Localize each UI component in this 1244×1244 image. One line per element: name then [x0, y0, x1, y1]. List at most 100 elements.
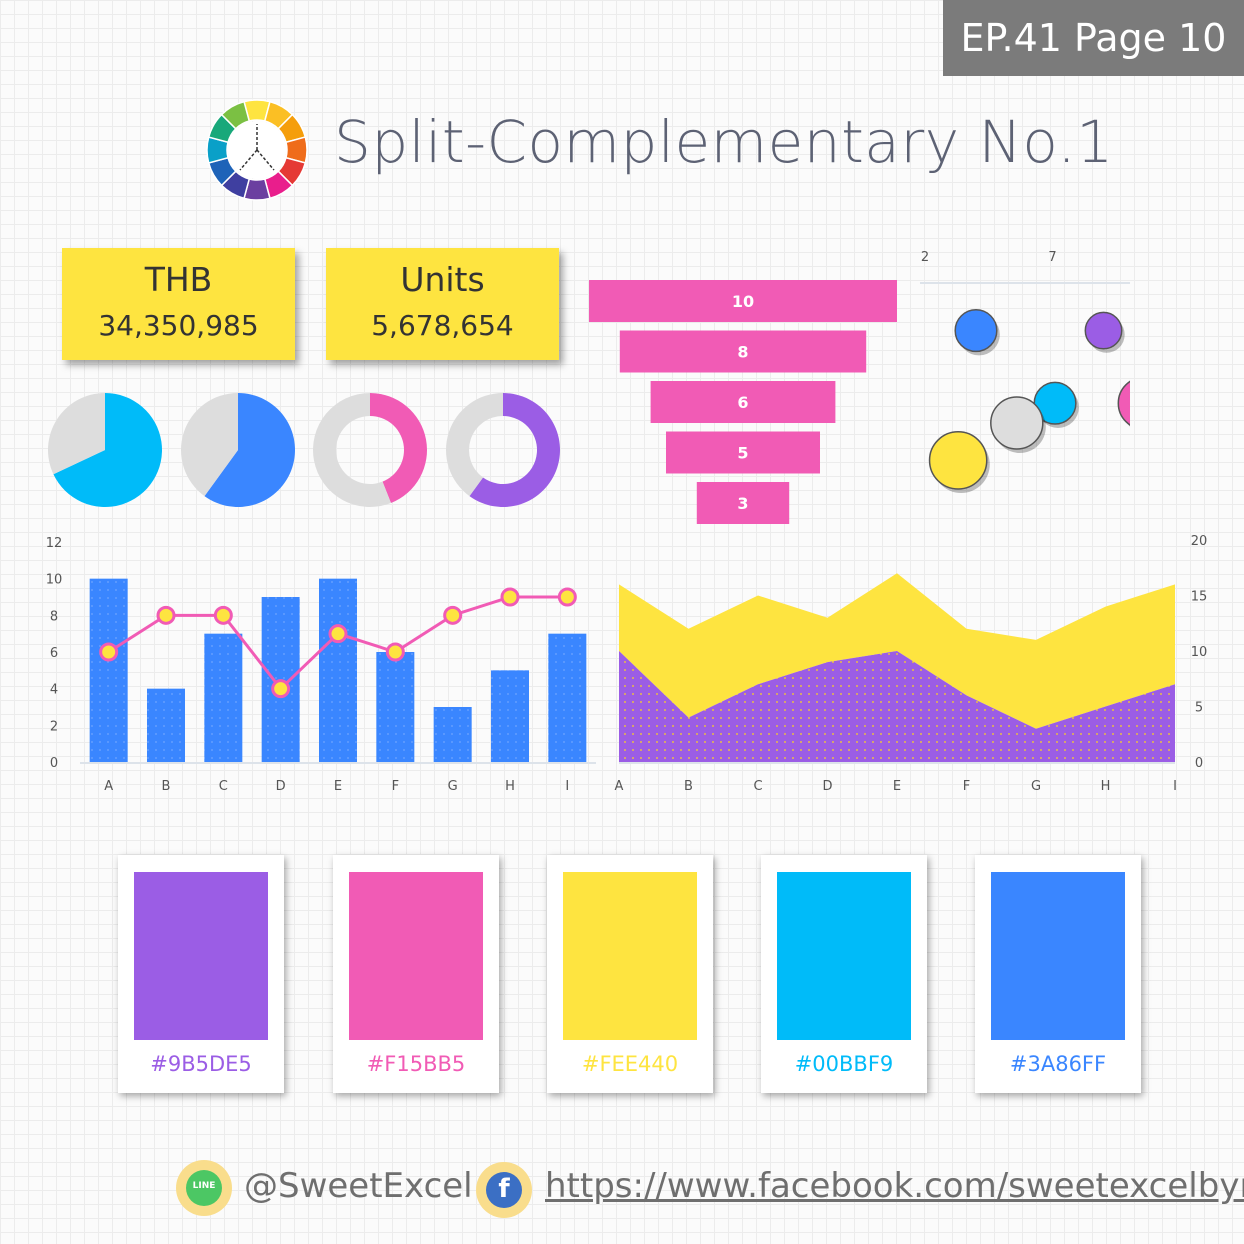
- wheel-segment: [220, 100, 251, 130]
- x-tick-label: H: [505, 779, 515, 794]
- y-tick-label: 0: [1195, 756, 1203, 771]
- donut-chart-pink: [313, 393, 427, 507]
- bar: [147, 688, 185, 762]
- line-marker: [443, 605, 463, 625]
- x-tick-label: B: [162, 779, 171, 794]
- x-tick-label: G: [448, 779, 458, 794]
- color-chip: [134, 872, 268, 1040]
- kpi-value: 34,350,985: [98, 309, 259, 342]
- x-tick-label: D: [276, 779, 286, 794]
- facebook-link[interactable]: https://www.facebook.com/sweetexcelbymd/: [545, 1166, 1244, 1206]
- hex-label: #00BBF9: [794, 1052, 894, 1076]
- wheel-arrow: [239, 149, 258, 171]
- kpi-label: THB: [144, 260, 213, 299]
- swatch-card-pink: #F15BB5: [333, 855, 499, 1093]
- y-tick-label: 12: [46, 536, 63, 551]
- y-tick-label: 10: [1191, 645, 1208, 660]
- x-tick-label: A: [104, 779, 113, 794]
- pie-slice: [47, 393, 105, 475]
- x-tick-label: F: [963, 779, 970, 794]
- funnel-chart: 10 8 6 5 3: [589, 280, 897, 524]
- color-chip: [349, 872, 483, 1040]
- line-handle[interactable]: @SweetExcel: [244, 1166, 473, 1206]
- hex-label: #F15BB5: [366, 1052, 466, 1076]
- bar: [89, 578, 128, 762]
- funnel-bar: [589, 280, 897, 322]
- pie-slice: [469, 393, 560, 507]
- pie-slice: [181, 393, 238, 497]
- line-marker: [271, 679, 291, 699]
- funnel-bar: [650, 381, 836, 423]
- swatch-card-cyan: #00BBF9: [761, 855, 927, 1093]
- bubble-point: [1084, 311, 1123, 350]
- y-tick-label: 2: [50, 719, 58, 734]
- pie-chart-cyan: [47, 393, 162, 507]
- y-tick-label: 0: [50, 756, 58, 771]
- funnel-label: 6: [737, 393, 748, 412]
- bubble-point: [1117, 380, 1130, 426]
- y-tick-label: 10: [46, 573, 63, 588]
- y-tick-label: 20: [1191, 534, 1208, 549]
- x-tick-label: G: [1031, 779, 1041, 794]
- swatch-card-yellow: #FEE440: [547, 855, 713, 1093]
- episode-badge: EP.41 Page 10: [943, 0, 1244, 76]
- facebook-logo-glyph: f: [498, 1174, 510, 1204]
- x-tick-label: D: [822, 779, 832, 794]
- kpi-value: 5,678,654: [371, 309, 514, 342]
- donut-chart-purple: [446, 393, 560, 507]
- funnel-label: 10: [732, 292, 754, 311]
- stacked-area-chart: A B C D E F G H I 0 5 10 15 20: [615, 534, 1208, 794]
- color-chip: [991, 872, 1125, 1040]
- y-tick-label: 8: [50, 609, 58, 624]
- x-tick-label: I: [565, 779, 569, 794]
- y-tick-label: 6: [50, 646, 58, 661]
- y-tick-label: 15: [1191, 590, 1208, 605]
- bar-line-combo-chart: 0 2 4 6 8 10 12 A B C D E F G H I: [46, 536, 596, 794]
- funnel-bar: [696, 482, 790, 524]
- x-tick-label: C: [753, 779, 762, 794]
- pie-slice: [370, 393, 427, 503]
- bar: [376, 652, 415, 762]
- line-marker: [385, 642, 405, 662]
- x-tick-label: C: [219, 779, 228, 794]
- hex-label: #3A86FF: [1009, 1052, 1107, 1076]
- bubble-point: [990, 396, 1044, 450]
- kpi-card-units: Units 5,678,654: [326, 248, 559, 360]
- funnel-label: 8: [737, 343, 748, 362]
- x-tick-label: H: [1101, 779, 1111, 794]
- facebook-icon[interactable]: f: [476, 1162, 532, 1218]
- kpi-card-thb: THB 34,350,985: [62, 248, 295, 360]
- x-tick-label: 2: [921, 250, 929, 265]
- bar: [319, 578, 357, 762]
- x-tick-label: E: [893, 779, 901, 794]
- pie-slice: [204, 393, 295, 507]
- color-chip: [777, 872, 911, 1040]
- pie-slice: [313, 393, 391, 507]
- line-logo-text: LINE: [192, 1181, 216, 1191]
- swatch-card-blue: #3A86FF: [975, 855, 1141, 1093]
- line-app-icon[interactable]: LINE: [176, 1160, 232, 1216]
- swatch-card-purple: #9B5DE5: [118, 855, 284, 1093]
- line-marker: [213, 605, 233, 625]
- bar: [433, 707, 472, 762]
- y-tick-label: 4: [50, 683, 58, 698]
- line-marker: [500, 587, 520, 607]
- line-marker: [557, 587, 577, 607]
- x-tick-label: 7: [1048, 250, 1056, 265]
- line-marker: [99, 642, 119, 662]
- hex-label: #9B5DE5: [150, 1052, 252, 1076]
- x-tick-label: A: [615, 779, 624, 794]
- bar: [491, 670, 529, 762]
- wheel-arrow: [256, 149, 275, 171]
- hex-label: #FEE440: [581, 1052, 679, 1076]
- bubble-point: [928, 431, 988, 490]
- y-tick-label: 5: [1195, 701, 1203, 716]
- page-title: Split-Complementary No.1: [334, 108, 1114, 176]
- area-series: [619, 651, 1175, 762]
- line-marker: [156, 605, 176, 625]
- line-marker: [328, 624, 348, 644]
- funnel-label: 3: [737, 494, 748, 513]
- pie-slice: [53, 393, 162, 507]
- funnel-label: 5: [737, 444, 748, 463]
- color-wheel-icon: [206, 99, 308, 201]
